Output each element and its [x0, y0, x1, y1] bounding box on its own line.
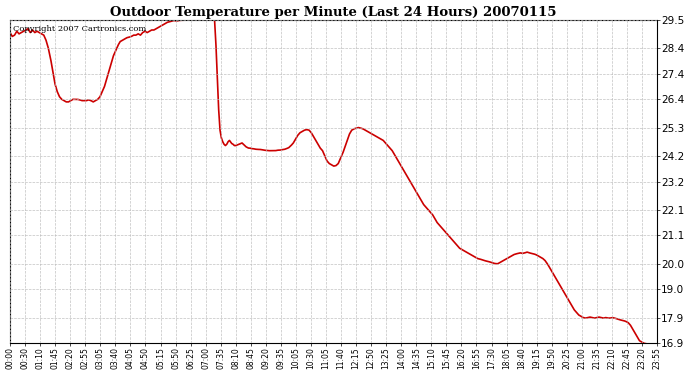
- Text: Copyright 2007 Cartronics.com: Copyright 2007 Cartronics.com: [13, 25, 146, 33]
- Title: Outdoor Temperature per Minute (Last 24 Hours) 20070115: Outdoor Temperature per Minute (Last 24 …: [110, 6, 557, 18]
